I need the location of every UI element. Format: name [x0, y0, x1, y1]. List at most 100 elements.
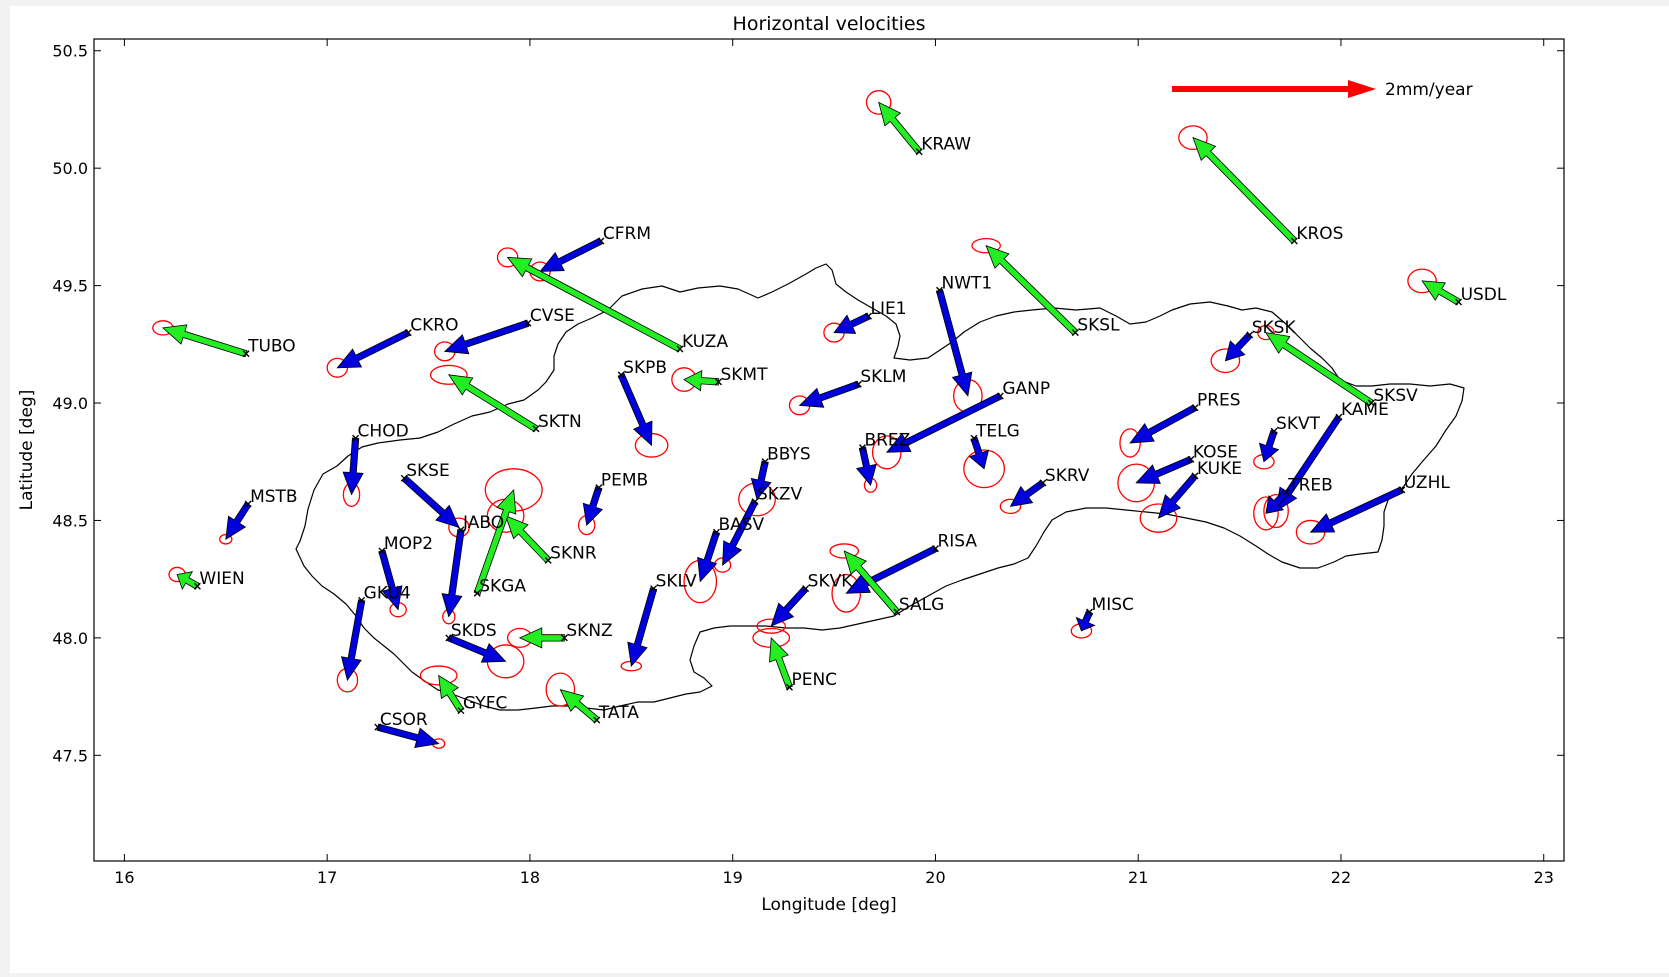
station-marker: [865, 312, 873, 320]
velocity-arrow: [447, 634, 507, 663]
station-label: SALG: [899, 595, 944, 615]
x-tick-label: 16: [114, 868, 134, 887]
x-axis-label: Longitude [deg]: [761, 895, 896, 915]
y-tick-label: 48.5: [52, 511, 88, 530]
error-ellipse: [1210, 348, 1241, 374]
velocity-arrow: [1309, 486, 1404, 533]
station-marker: [595, 484, 603, 492]
plot-area: [93, 38, 1565, 862]
station-marker: [854, 380, 862, 388]
station-marker: [676, 345, 684, 353]
station-marker: [1282, 488, 1290, 496]
station-marker: [352, 434, 360, 442]
station-marker: [1270, 427, 1278, 435]
error-ellipse: [971, 237, 1001, 254]
y-axis: 47.5 48.0 48.5 49.0 49.5 50.0 50.5: [52, 42, 1564, 765]
velocity-arrow: [750, 460, 772, 501]
station-label: SKVT: [1276, 414, 1321, 434]
velocity-arrow: [855, 446, 877, 487]
error-ellipse: [545, 672, 576, 707]
station-marker: [1290, 237, 1298, 245]
station-label: GYFC: [463, 694, 507, 714]
station-marker: [404, 329, 412, 337]
station-label: CHOD: [358, 421, 409, 441]
station-label: BREZ: [864, 431, 910, 451]
station-label: CSOR: [380, 710, 428, 730]
station-marker: [1335, 413, 1343, 421]
station-label: SKVK: [808, 572, 854, 592]
error-ellipse: [1139, 503, 1178, 533]
station-label: TREB: [1287, 475, 1333, 495]
x-tick-label: 23: [1534, 868, 1554, 887]
station-label: CFRM: [603, 224, 651, 244]
velocity-arrow: [843, 550, 900, 615]
scale-arrow-head: [1348, 80, 1376, 98]
station-marker: [193, 582, 201, 590]
station-label: JABO: [462, 513, 504, 533]
velocity-arrow: [340, 599, 366, 682]
x-axis: 16 17 18 19 20 21 22 23: [114, 39, 1554, 887]
velocity-arrow: [968, 436, 990, 470]
station-marker: [597, 237, 605, 245]
station-label: GKU4: [364, 583, 411, 603]
station-label: PEMB: [601, 471, 648, 491]
error-ellipse: [219, 533, 233, 545]
velocity-arrow: [336, 329, 411, 369]
velocity-arrow: [885, 392, 1003, 453]
velocity-arrow: [878, 101, 923, 155]
station-marker: [473, 589, 481, 597]
station-marker: [761, 458, 769, 466]
station-marker: [893, 608, 901, 616]
station-marker: [244, 500, 252, 508]
velocity-arrow: [617, 373, 653, 447]
velocity-arrow: [833, 312, 871, 334]
y-tick-label: 50.5: [52, 42, 88, 61]
error-ellipse: [429, 364, 468, 385]
error-ellipse: [1119, 428, 1141, 458]
velocity-arrow: [504, 515, 552, 564]
y-tick-label: 49.0: [52, 394, 88, 413]
station-label: SKNR: [550, 543, 597, 563]
velocity-arrow: [443, 319, 530, 355]
station-label: UZHL: [1404, 473, 1451, 493]
station-marker: [1367, 399, 1375, 407]
velocity-arrow: [1157, 473, 1198, 519]
station-label: BBYS: [767, 445, 811, 465]
error-ellipse: [756, 618, 787, 634]
station-marker: [1191, 404, 1199, 412]
velocity-arrow: [1258, 429, 1280, 463]
velocity-arrows: [161, 101, 1461, 748]
station-label: SKSL: [1077, 316, 1120, 336]
station-label: SKGA: [479, 576, 526, 596]
velocity-arrow: [438, 674, 465, 713]
station-label: KOSE: [1193, 442, 1238, 462]
station-label: CKRO: [410, 316, 458, 336]
error-ellipse: [496, 247, 519, 268]
y-tick-label: 48.0: [52, 629, 88, 648]
velocity-arrow: [582, 486, 604, 527]
station-marker: [1071, 329, 1079, 337]
velocity-arrow: [401, 475, 460, 529]
x-tick-label: 18: [520, 868, 540, 887]
station-label: LIE1: [871, 299, 907, 319]
station-marker: [358, 596, 366, 604]
velocity-arrow: [441, 528, 465, 618]
error-ellipse: [1253, 496, 1279, 531]
station-label: TUBO: [247, 337, 296, 357]
station-label: SKPB: [623, 358, 667, 378]
error-ellipse: [831, 573, 862, 613]
velocity-arrow: [518, 627, 565, 649]
y-tick-label: 49.5: [52, 277, 88, 296]
station-marker: [378, 547, 386, 555]
velocity-arrow: [378, 549, 403, 611]
station-marker: [593, 716, 601, 724]
station-marker: [457, 526, 465, 534]
station-label: GANP: [1002, 379, 1050, 399]
velocity-arrow: [683, 370, 720, 392]
velocity-arrow: [1224, 332, 1253, 362]
velocity-arrow: [697, 530, 721, 583]
station-marker: [802, 585, 810, 593]
station-marker: [936, 286, 943, 294]
station-label: WIEN: [199, 569, 244, 589]
station-marker: [785, 683, 793, 691]
